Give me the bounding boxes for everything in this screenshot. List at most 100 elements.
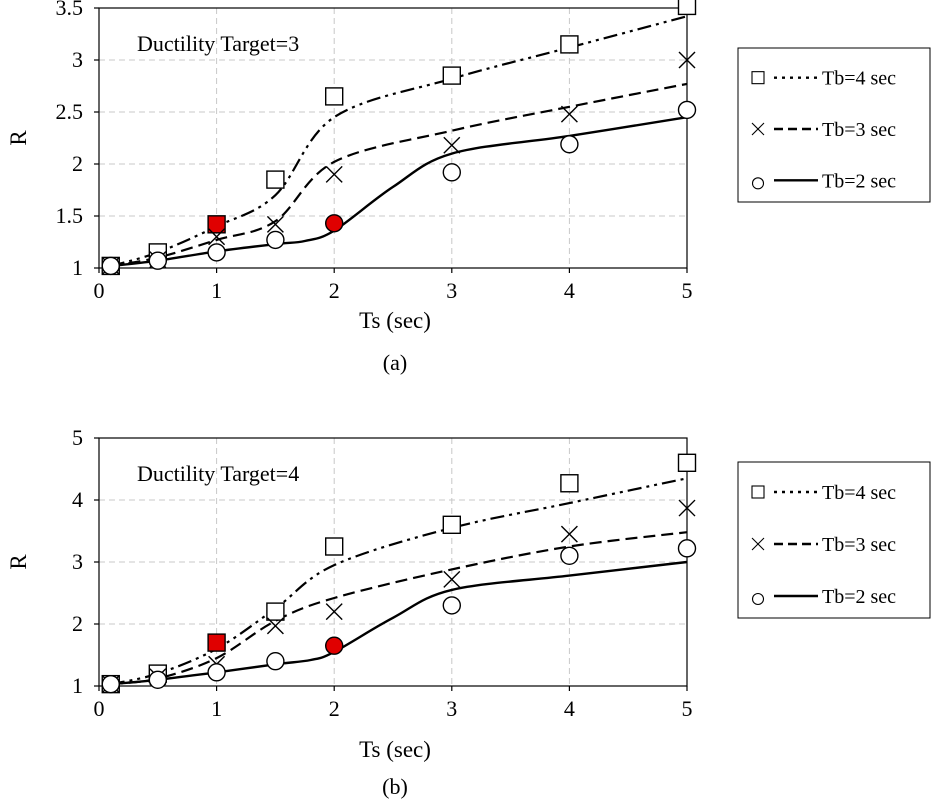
legend-label: Tb=2 sec	[822, 586, 896, 608]
square-marker	[325, 87, 344, 106]
legend-entry: Tb=3 sec	[751, 534, 896, 556]
y-tick-label: 3	[72, 549, 83, 574]
legend-entry: Tb=2 sec	[751, 586, 896, 608]
circle-marker	[148, 670, 168, 689]
circle-marker	[677, 539, 697, 558]
legend-x-marker	[751, 122, 765, 136]
x-marker	[678, 499, 696, 517]
y-tick-label: 1	[72, 673, 83, 698]
circle-marker	[101, 256, 120, 276]
x-tick-label: 2	[329, 278, 340, 303]
legend-label: Tb=4 sec	[822, 68, 896, 90]
circle-marker	[560, 135, 579, 154]
legend-square-marker	[751, 485, 765, 499]
plot-area-frame	[98, 7, 688, 269]
y-tick-label: 5	[72, 425, 83, 450]
x-marker	[443, 136, 461, 154]
y-axis-title: R	[6, 130, 31, 146]
x-marker-stroke	[751, 122, 765, 136]
legend: Tb=4 sec Tb=3 sec Tb=2 sec	[737, 461, 931, 619]
fit-curve-circle	[110, 116, 688, 268]
x-marker	[266, 215, 284, 233]
x-marker-stroke	[560, 105, 578, 123]
x-marker	[560, 105, 578, 123]
x-marker-stroke	[208, 228, 226, 246]
legend: Tb=4 sec Tb=3 sec Tb=2 sec	[737, 47, 931, 203]
square-marker	[325, 537, 344, 556]
legend-entry: Tb=2 sec	[751, 170, 896, 192]
fit-curve-square	[110, 15, 688, 267]
x-marker	[325, 165, 343, 183]
panel-caption: (a)	[383, 350, 407, 375]
x-tick-label: 0	[94, 278, 105, 303]
legend-label: Tb=3 sec	[822, 119, 896, 141]
circle-marker	[101, 674, 120, 694]
x-tick-label: 2	[329, 696, 340, 721]
legend-entry: Tb=4 sec	[751, 482, 896, 504]
circle-marker	[560, 546, 579, 565]
x-marker-stroke	[678, 51, 696, 69]
square-marker	[442, 515, 461, 534]
circle-marker	[442, 596, 461, 615]
x-tick-label: 5	[682, 278, 693, 303]
x-marker-stroke	[443, 570, 461, 588]
x-marker-stroke	[751, 537, 765, 551]
legend-label: Tb=2 sec	[822, 170, 896, 192]
square-marker	[560, 35, 579, 54]
circle-marker	[148, 251, 168, 270]
legend-square-marker	[751, 71, 765, 85]
legend-label: Tb=4 sec	[822, 482, 896, 504]
x-marker	[208, 228, 226, 246]
x-marker	[266, 617, 284, 635]
fit-curve-x	[110, 82, 688, 267]
legend-box	[737, 47, 931, 203]
ductility-annotation: Ductility Target=4	[137, 461, 299, 486]
highlighted-square-marker	[207, 633, 226, 652]
square-marker	[266, 602, 285, 621]
x-marker-stroke	[678, 499, 696, 517]
x-marker-stroke	[325, 603, 343, 621]
legend-entry: Tb=3 sec	[751, 119, 896, 141]
x-tick-label: 3	[446, 278, 457, 303]
x-marker	[560, 525, 578, 543]
x-tick-label: 5	[682, 696, 693, 721]
y-tick-label: 2.5	[56, 99, 84, 124]
panel-caption: (b)	[382, 774, 408, 799]
y-tick-label: 1.5	[56, 203, 84, 228]
y-tick-label: 3	[72, 47, 83, 72]
x-tick-label: 1	[211, 696, 222, 721]
y-axis-title: R	[6, 554, 31, 570]
circle-marker	[677, 100, 697, 120]
y-tick-label: 4	[72, 487, 83, 512]
x-marker	[325, 603, 343, 621]
fit-curve-x	[110, 531, 688, 686]
legend-label: Tb=3 sec	[822, 534, 896, 556]
legend-circle-marker	[751, 177, 765, 190]
x-axis-title: Ts (sec)	[359, 308, 431, 333]
x-marker-stroke	[560, 525, 578, 543]
legend-box	[737, 461, 931, 619]
x-tick-label: 1	[211, 278, 222, 303]
y-tick-label: 2	[72, 611, 83, 636]
circle-marker	[266, 230, 285, 250]
circle-marker	[207, 663, 226, 682]
fit-curve-square	[110, 477, 688, 686]
legend-x-marker	[751, 537, 765, 551]
square-marker	[266, 170, 285, 189]
x-tick-label: 0	[94, 696, 105, 721]
x-axis-title: Ts (sec)	[359, 737, 431, 762]
circle-marker	[207, 243, 226, 262]
legend-entry: Tb=4 sec	[751, 68, 896, 90]
y-tick-label: 3.5	[56, 0, 84, 20]
x-marker-stroke	[266, 215, 284, 233]
x-marker-stroke	[325, 165, 343, 183]
square-marker	[677, 0, 697, 16]
highlighted-square-marker	[207, 215, 226, 234]
x-marker	[443, 570, 461, 588]
x-tick-label: 3	[446, 696, 457, 721]
ductility-annotation: Ductility Target=3	[137, 31, 299, 56]
x-tick-label: 4	[564, 696, 575, 721]
